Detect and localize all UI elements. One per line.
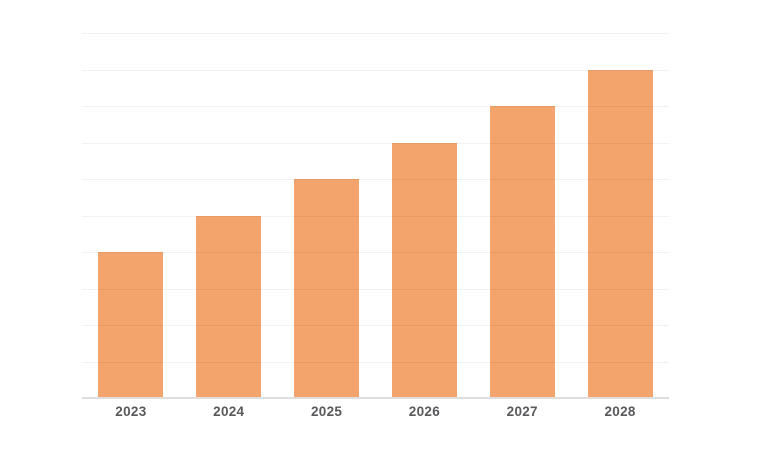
gridline — [82, 33, 669, 34]
gridline — [82, 179, 669, 180]
gridline — [82, 142, 669, 144]
gridline — [82, 106, 669, 107]
bar-2023 — [98, 252, 164, 398]
bar-2024 — [196, 215, 262, 398]
x-axis-label-2024: 2024 — [213, 404, 245, 419]
bars-layer — [82, 33, 669, 398]
bar-2027 — [489, 106, 555, 398]
x-axis-label-2023: 2023 — [115, 404, 147, 419]
gridline — [82, 215, 669, 217]
gridline — [82, 325, 669, 326]
gridlines-layer — [82, 33, 669, 398]
bar-2026 — [391, 142, 457, 398]
bar-2028 — [587, 69, 653, 398]
gridline — [82, 361, 669, 363]
plot-area: 2023 2024 2025 2026 2027 2028 — [82, 33, 669, 419]
x-axis-label-2027: 2027 — [506, 404, 538, 419]
gridline — [82, 288, 669, 290]
gridline — [82, 69, 669, 71]
x-axis-label-2025: 2025 — [310, 404, 343, 419]
bar-2025 — [294, 179, 360, 398]
gridline — [82, 252, 669, 253]
x-axis-label-2026: 2026 — [408, 404, 441, 419]
x-axis-label-2028: 2028 — [604, 404, 636, 419]
x-axis-labels: 2023 2024 2025 2026 2027 2028 — [82, 33, 669, 419]
x-axis-baseline — [82, 397, 669, 399]
